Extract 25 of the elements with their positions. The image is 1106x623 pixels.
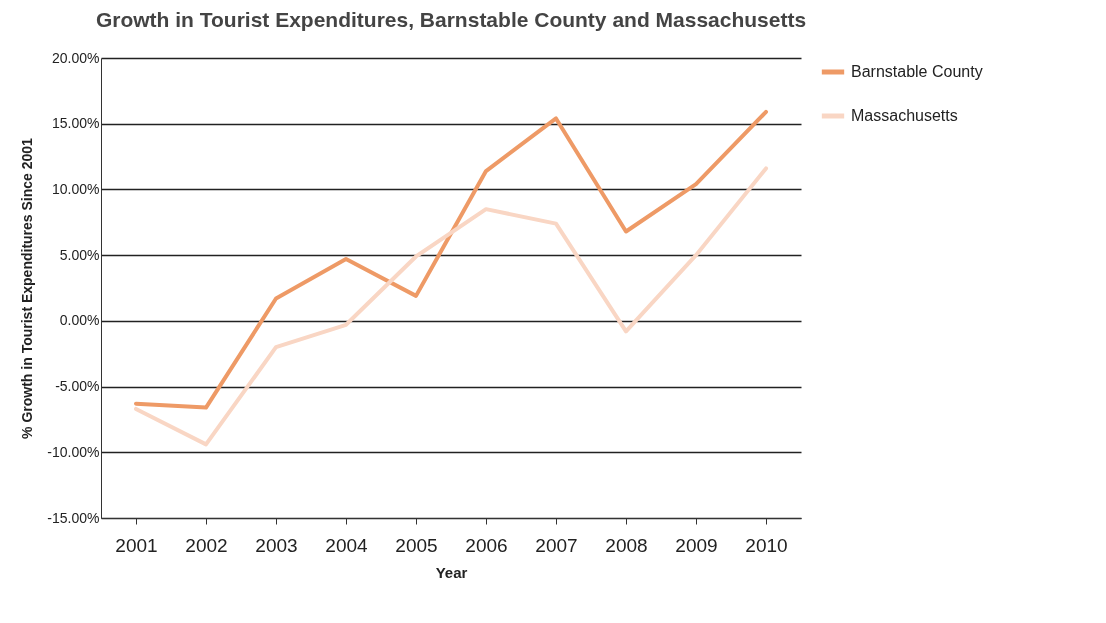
line-series [134, 109, 768, 410]
legend-label: Barnstable County [851, 63, 983, 80]
x-tick-label: 2010 [745, 534, 788, 556]
x-axis-title: Year [435, 563, 468, 581]
line-series [134, 166, 768, 447]
legend-label: Massachusetts [851, 107, 958, 124]
y-tick-label: -15.00% [47, 509, 100, 526]
y-tick-label: -10.00% [47, 443, 100, 460]
y-tick-label: 15.00% [52, 115, 100, 132]
y-tick-label: 5.00% [59, 246, 100, 263]
x-tick-label: 2007 [535, 534, 578, 556]
x-tick-label: 2008 [605, 534, 648, 556]
x-tick-label: 2004 [325, 534, 369, 556]
x-tick-label: 2009 [675, 534, 718, 556]
y-axis-title: % Growth in Tourist Expenditures Since 2001 [19, 137, 36, 439]
y-tick-label: 20.00% [52, 49, 100, 66]
y-tick-label: 10.00% [52, 180, 100, 197]
y-tick-label: -5.00% [55, 378, 100, 395]
chart-title: Growth in Tourist Expenditures, Barnstable County and Massachusetts [95, 8, 807, 31]
x-tick-label: 2002 [185, 534, 228, 556]
x-tick-label: 2006 [465, 534, 508, 556]
x-tick-label: 2005 [395, 534, 438, 556]
y-tick-label: 0.00% [59, 312, 100, 329]
x-tick-label: 2003 [255, 534, 298, 556]
x-tick-label: 2001 [115, 534, 158, 556]
